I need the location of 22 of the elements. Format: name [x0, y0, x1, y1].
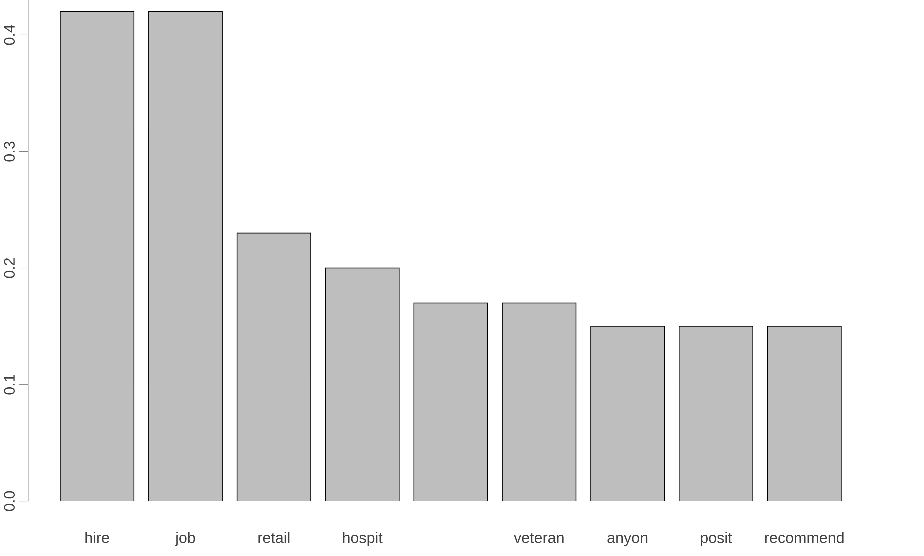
- x-tick-label: veteran: [514, 534, 564, 544]
- bar: [237, 234, 311, 502]
- y-tick-label: 0.0: [4, 492, 15, 512]
- y-tick-label: 0.3: [4, 142, 15, 162]
- bar: [590, 326, 665, 502]
- bar: [148, 12, 223, 502]
- bar: [679, 326, 754, 502]
- y-tick-label: 0.4: [4, 25, 15, 46]
- x-tick-label: hire: [86, 532, 110, 544]
- bar: [414, 303, 488, 502]
- bar: [60, 12, 134, 502]
- x-tick-label: job: [175, 532, 196, 547]
- y-tick-label: 0.1: [4, 375, 15, 396]
- x-tick-label: anyon: [608, 535, 648, 547]
- x-tick-label: posit: [701, 532, 732, 547]
- x-tick-label: recommend: [765, 532, 844, 544]
- bar: [502, 303, 576, 502]
- y-tick-label: 0.2: [4, 258, 15, 278]
- x-tick-label: retail: [258, 532, 290, 544]
- bar: [326, 268, 400, 502]
- bar: [767, 326, 842, 502]
- x-tick-label: hospit: [343, 532, 383, 547]
